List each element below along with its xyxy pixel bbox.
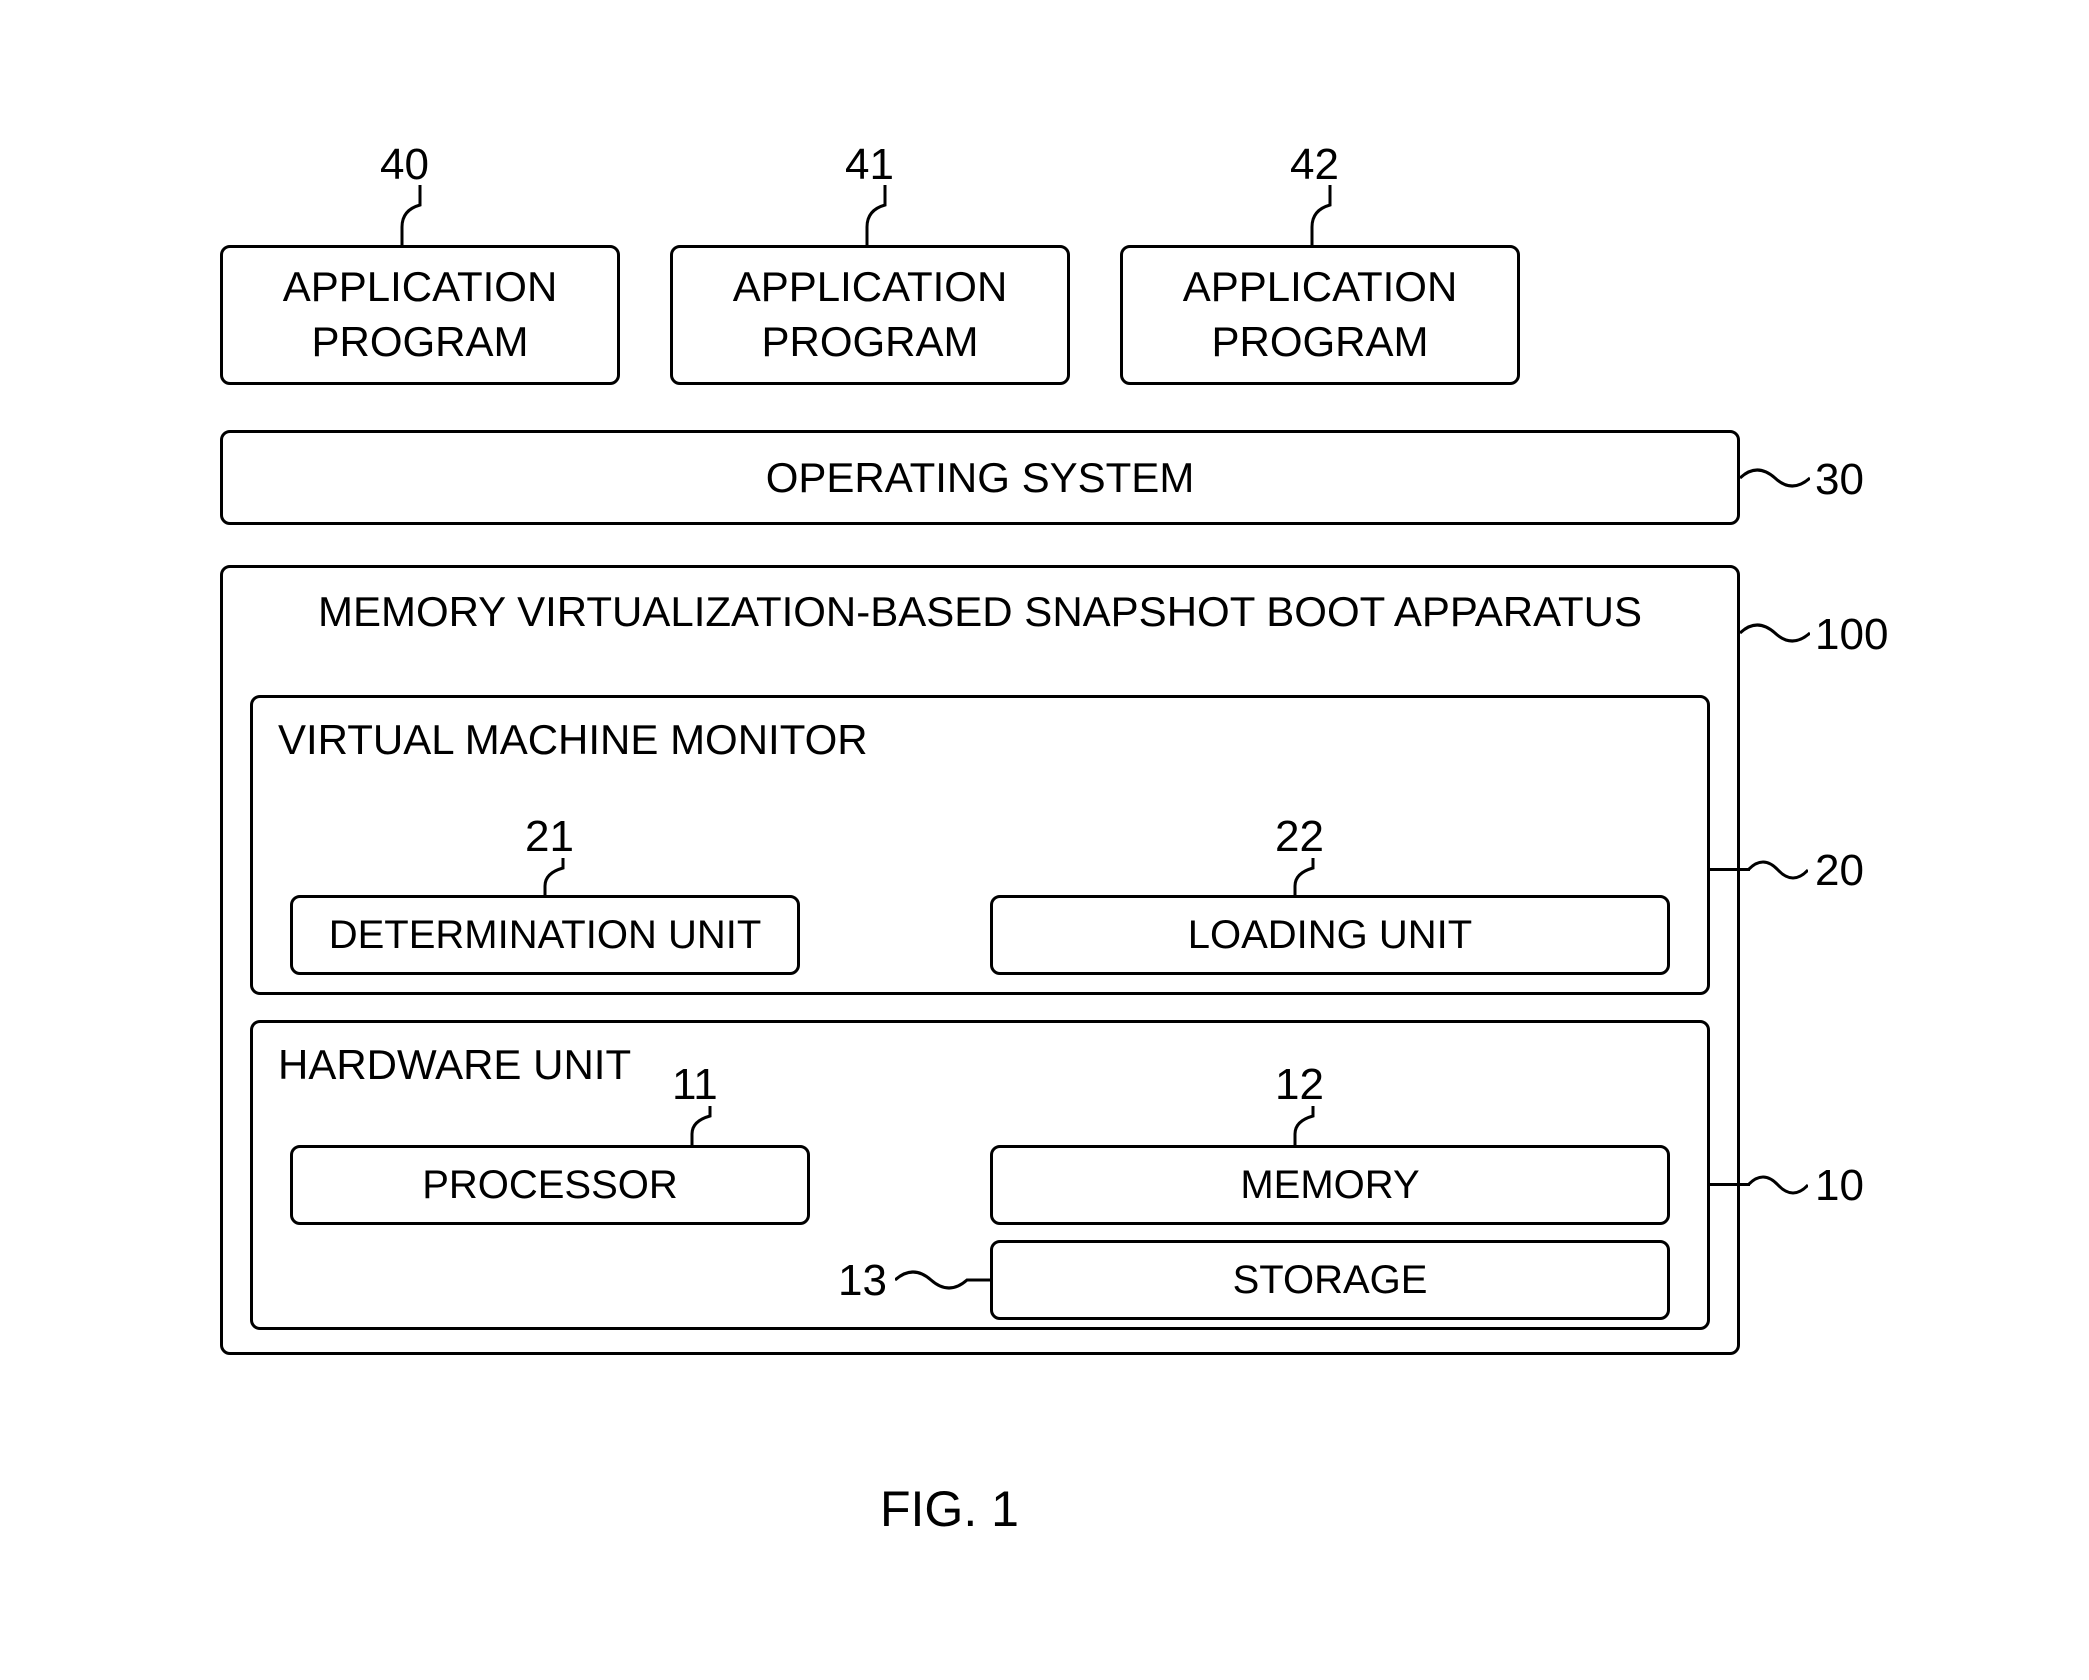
tilde-30 <box>1740 460 1810 496</box>
ref-label-10: 10 <box>1815 1161 1864 1211</box>
box-application-42: APPLICATION PROGRAM <box>1120 245 1520 385</box>
tilde-20 <box>1748 852 1808 888</box>
box-determination-unit: DETERMINATION UNIT <box>290 895 800 975</box>
box-memory: MEMORY <box>990 1145 1670 1225</box>
box-label: APPLICATION PROGRAM <box>673 260 1067 369</box>
box-label: STORAGE <box>1233 1258 1428 1303</box>
hook-41 <box>857 185 907 247</box>
box-label: PROCESSOR <box>422 1163 678 1208</box>
ref-label-40: 40 <box>380 140 429 190</box>
box-application-40: APPLICATION PROGRAM <box>220 245 620 385</box>
box-operating-system: OPERATING SYSTEM <box>220 430 1740 525</box>
hook-40 <box>392 185 442 247</box>
tilde-13 <box>895 1262 990 1298</box>
ref-label-20: 20 <box>1815 846 1864 896</box>
box-loading-unit: LOADING UNIT <box>990 895 1670 975</box>
ref-label-30: 30 <box>1815 455 1864 505</box>
box-storage: STORAGE <box>990 1240 1670 1320</box>
apparatus-title: MEMORY VIRTUALIZATION-BASED SNAPSHOT BOO… <box>223 588 1737 636</box>
ref-label-13: 13 <box>838 1256 887 1306</box>
lead-line-20 <box>1710 868 1750 871</box>
ref-label-22: 22 <box>1275 812 1324 862</box>
box-processor: PROCESSOR <box>290 1145 810 1225</box>
ref-label-41: 41 <box>845 140 894 190</box>
box-application-41: APPLICATION PROGRAM <box>670 245 1070 385</box>
ref-label-11: 11 <box>672 1060 718 1110</box>
vmm-title: VIRTUAL MACHINE MONITOR <box>278 716 868 764</box>
figure-caption: FIG. 1 <box>880 1480 1019 1538</box>
hook-11 <box>682 1106 732 1148</box>
box-label: MEMORY <box>1240 1163 1419 1208</box>
hook-12 <box>1285 1106 1335 1148</box>
box-label: LOADING UNIT <box>1188 913 1472 958</box>
hook-21 <box>535 858 585 898</box>
hook-42 <box>1302 185 1352 247</box>
ref-label-21: 21 <box>525 812 574 862</box>
diagram-canvas: 40 41 42 APPLICATION PROGRAM APPLICATION… <box>0 0 2089 1680</box>
lead-line-10 <box>1710 1183 1750 1186</box>
box-label: OPERATING SYSTEM <box>766 454 1195 502</box>
ref-label-42: 42 <box>1290 140 1339 190</box>
hardware-title: HARDWARE UNIT <box>278 1041 631 1089</box>
tilde-10 <box>1748 1167 1808 1203</box>
box-label: APPLICATION PROGRAM <box>223 260 617 369</box>
ref-label-100: 100 <box>1815 610 1888 660</box>
ref-label-12: 12 <box>1275 1060 1324 1110</box>
tilde-100 <box>1740 615 1810 651</box>
hook-22 <box>1285 858 1335 898</box>
box-label: DETERMINATION UNIT <box>329 913 762 958</box>
box-label: APPLICATION PROGRAM <box>1123 260 1517 369</box>
